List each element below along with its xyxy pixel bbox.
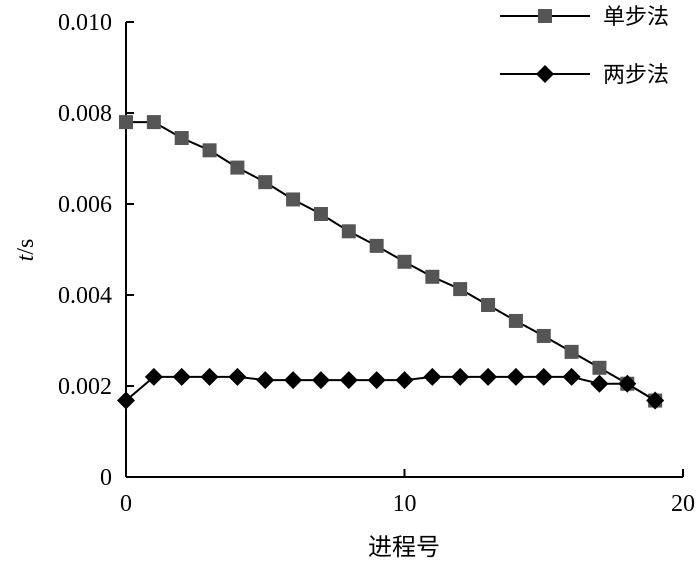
- series-group: [117, 115, 665, 410]
- legend-item: 单步法: [500, 5, 669, 30]
- data-point: [339, 371, 358, 390]
- data-point: [395, 371, 414, 390]
- data-point: [146, 115, 161, 130]
- x-ticks: 0 10 20: [120, 469, 695, 517]
- data-point: [311, 371, 330, 390]
- legend-marker: [538, 9, 552, 23]
- data-point: [341, 224, 356, 239]
- data-point: [562, 367, 581, 386]
- data-point: [228, 367, 247, 386]
- legend-marker: [536, 65, 554, 83]
- data-point: [117, 391, 135, 410]
- data-point: [397, 254, 412, 269]
- series-2: [117, 367, 665, 410]
- data-point: [618, 374, 637, 393]
- data-point: [506, 367, 525, 386]
- data-point: [313, 207, 328, 222]
- series-1: [119, 115, 663, 408]
- data-point: [284, 371, 303, 390]
- legend-item: 两步法: [500, 63, 669, 88]
- data-point: [172, 367, 191, 386]
- y-ticks: 0 0.002 0.004 0.006 0.008 0.010: [58, 10, 134, 491]
- data-point: [119, 115, 133, 130]
- data-point: [369, 238, 384, 253]
- y-tick-label: 0.008: [58, 101, 112, 127]
- data-point: [592, 360, 607, 375]
- data-point: [451, 367, 470, 386]
- x-axis-title: 进程号: [368, 533, 440, 561]
- data-point: [202, 143, 217, 158]
- data-point: [425, 269, 440, 284]
- data-point: [534, 367, 553, 386]
- data-point: [508, 313, 523, 328]
- y-tick-label: 0.002: [58, 374, 112, 400]
- y-tick-label: 0.004: [58, 283, 112, 309]
- y-tick-label: 0.006: [58, 192, 112, 218]
- data-point: [564, 344, 579, 359]
- x-tick-label: 20: [671, 491, 695, 517]
- axes: [125, 22, 683, 478]
- data-point: [174, 131, 189, 146]
- legend-label: 单步法: [603, 5, 669, 30]
- x-tick-label: 0: [120, 491, 132, 517]
- data-point: [423, 367, 442, 386]
- y-tick-label: 0.010: [58, 10, 112, 36]
- data-point: [646, 391, 665, 410]
- data-point: [258, 175, 273, 190]
- data-point: [230, 160, 245, 175]
- y-tick-label: 0: [100, 465, 112, 491]
- y-axis-title: t/s: [13, 239, 39, 262]
- data-point: [144, 367, 163, 386]
- data-point: [590, 374, 609, 393]
- legend-label: 两步法: [603, 63, 669, 88]
- data-point: [200, 367, 219, 386]
- data-point: [453, 282, 468, 297]
- data-point: [286, 192, 301, 207]
- data-point: [481, 298, 496, 313]
- x-tick-label: 10: [393, 491, 417, 517]
- data-point: [536, 328, 551, 343]
- data-point: [256, 371, 275, 390]
- data-point: [367, 371, 386, 390]
- data-point: [479, 367, 498, 386]
